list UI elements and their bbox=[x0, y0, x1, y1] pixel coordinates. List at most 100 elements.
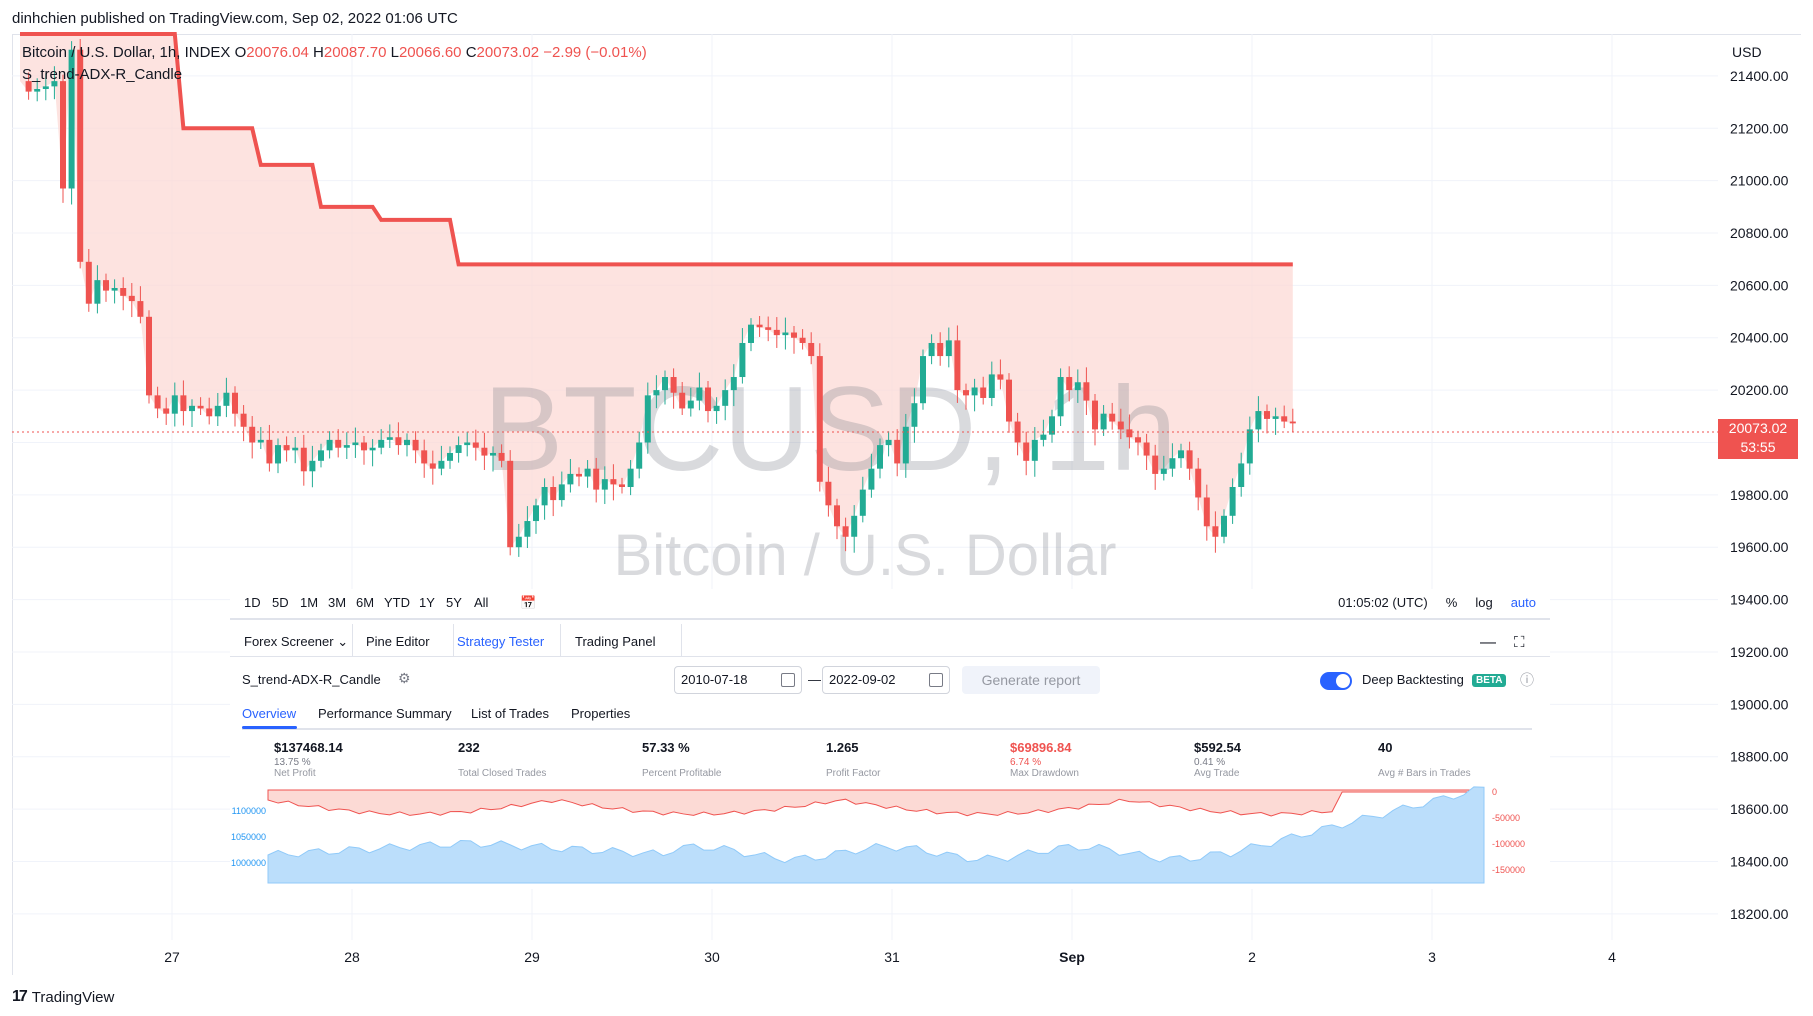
open-label: O bbox=[234, 44, 247, 61]
candle-body bbox=[937, 342, 944, 357]
metric-label: Max Drawdown bbox=[1010, 768, 1079, 779]
date-from-field[interactable]: 2010-07-18 bbox=[674, 666, 802, 694]
candle-body bbox=[1049, 416, 1055, 435]
low-value: 20066.60 bbox=[398, 44, 462, 61]
footer: 17 TradingView bbox=[12, 988, 114, 1006]
range-ytd[interactable]: YTD bbox=[384, 595, 410, 610]
calendar-icon[interactable] bbox=[781, 673, 795, 687]
tab-pine-editor[interactable]: Pine Editor bbox=[366, 634, 430, 649]
candle-body bbox=[128, 295, 135, 302]
candle-body bbox=[404, 439, 410, 446]
candle-body bbox=[412, 439, 419, 451]
percent-toggle[interactable]: % bbox=[1445, 595, 1458, 610]
strategy-name[interactable]: S_trend-ADX-R_Candle bbox=[242, 672, 381, 687]
candle-body bbox=[1221, 515, 1227, 537]
subtab-list-of-trades[interactable]: List of Trades bbox=[471, 706, 550, 721]
time-tick-label: 29 bbox=[524, 949, 540, 965]
candle-body bbox=[584, 468, 591, 477]
metric-percent bbox=[1378, 757, 1548, 768]
low-label: L bbox=[390, 44, 399, 61]
candle-body bbox=[1178, 450, 1184, 459]
range-5d[interactable]: 5D bbox=[272, 595, 289, 610]
open-value: 20076.04 bbox=[246, 44, 309, 61]
candle-body bbox=[1272, 416, 1279, 419]
candle-body bbox=[911, 403, 918, 427]
candle-body bbox=[859, 489, 866, 516]
panel-divider[interactable] bbox=[230, 618, 1550, 620]
candle-body bbox=[1006, 379, 1012, 422]
candle-body bbox=[842, 526, 849, 537]
subtab-overview[interactable]: Overview bbox=[242, 706, 297, 721]
tabs-divider bbox=[230, 656, 1550, 657]
price-tick-label: 20800.00 bbox=[1730, 225, 1789, 241]
candle-body bbox=[438, 460, 445, 469]
time-tick-label: 4 bbox=[1608, 949, 1616, 965]
candle-body bbox=[670, 377, 677, 393]
candle-body bbox=[808, 342, 815, 357]
maximize-icon[interactable]: ⛶ bbox=[1514, 634, 1525, 651]
tab-trading-panel[interactable]: Trading Panel bbox=[575, 634, 656, 649]
help-icon[interactable]: ⓘ bbox=[1520, 672, 1534, 688]
candle-body bbox=[378, 439, 385, 448]
candle-body bbox=[77, 49, 84, 262]
range-1d[interactable]: 1D bbox=[244, 595, 261, 610]
supertrend-bands bbox=[20, 32, 1293, 548]
deep-backtesting-toggle[interactable] bbox=[1320, 672, 1352, 690]
candle-body bbox=[533, 505, 539, 522]
utc-clock[interactable]: 01:05:02 (UTC) bbox=[1338, 595, 1428, 610]
tab-forex-screener[interactable]: Forex Screener ⌄ bbox=[244, 634, 348, 650]
candle-body bbox=[447, 452, 453, 461]
candle-body bbox=[997, 374, 1004, 380]
candle-body bbox=[765, 327, 772, 330]
range-1y[interactable]: 1Y bbox=[419, 595, 435, 610]
symbol-legend[interactable]: Bitcoin / U.S. Dollar, 1h, INDEX O20076.… bbox=[22, 44, 647, 61]
candle-body bbox=[1160, 468, 1167, 474]
candle-body bbox=[1143, 442, 1150, 456]
generate-report-button[interactable]: Generate report bbox=[962, 666, 1100, 694]
auto-toggle[interactable]: auto bbox=[1510, 595, 1536, 610]
date-to-field[interactable]: 2022-09-02 bbox=[822, 666, 950, 694]
time-tick-label: 28 bbox=[344, 949, 360, 965]
candle-body bbox=[1246, 429, 1253, 464]
subtab-performance-summary[interactable]: Performance Summary bbox=[318, 706, 452, 721]
date-from-value: 2010-07-18 bbox=[681, 672, 748, 687]
indicator-legend[interactable]: S_trend-ADX-R_Candle bbox=[22, 66, 183, 83]
candle-body bbox=[1031, 439, 1038, 461]
candle-body bbox=[773, 329, 780, 336]
calendar-icon[interactable] bbox=[929, 673, 943, 687]
tester-subtabs: Overview Performance Summary List of Tra… bbox=[230, 700, 1550, 730]
subtab-properties[interactable]: Properties bbox=[571, 706, 631, 721]
range-3m[interactable]: 3M bbox=[328, 595, 347, 610]
candle-body bbox=[429, 463, 436, 469]
chevron-down-icon: ⌄ bbox=[337, 634, 349, 649]
candle-body bbox=[146, 316, 152, 396]
supertrend-upper-line bbox=[20, 32, 1293, 267]
gear-icon[interactable]: ⚙ bbox=[398, 670, 411, 686]
candle-body bbox=[275, 445, 281, 464]
candle-body bbox=[120, 287, 127, 296]
candle-body bbox=[472, 442, 479, 448]
price-tick-label: 19200.00 bbox=[1730, 644, 1789, 660]
candle-body bbox=[94, 280, 101, 304]
candle-body bbox=[1264, 411, 1270, 419]
log-toggle[interactable]: log bbox=[1475, 595, 1493, 610]
candle-body bbox=[326, 439, 333, 451]
goto-date-icon[interactable]: 📅 bbox=[520, 595, 537, 610]
tab-strategy-tester[interactable]: Strategy Tester bbox=[457, 634, 545, 649]
range-6m[interactable]: 6M bbox=[356, 595, 375, 610]
range-5y[interactable]: 5Y bbox=[446, 595, 462, 610]
candle-body bbox=[1289, 421, 1296, 424]
range-1m[interactable]: 1M bbox=[300, 595, 319, 610]
range-all[interactable]: All bbox=[474, 595, 489, 610]
candle-body bbox=[782, 332, 789, 336]
time-tick-label: 2 bbox=[1248, 949, 1256, 965]
candle-body bbox=[902, 426, 909, 464]
price-tick-label: 21000.00 bbox=[1730, 173, 1789, 189]
metrics-row: $137468.14 13.75 % Net Profit 232 Total … bbox=[230, 740, 1550, 790]
currency-label[interactable]: USD bbox=[1732, 44, 1762, 60]
active-subtab-indicator bbox=[242, 726, 297, 729]
candle-body bbox=[1126, 429, 1133, 438]
candle-body bbox=[756, 324, 763, 328]
candle-body bbox=[352, 442, 359, 446]
minimize-icon[interactable]: — bbox=[1480, 634, 1496, 651]
